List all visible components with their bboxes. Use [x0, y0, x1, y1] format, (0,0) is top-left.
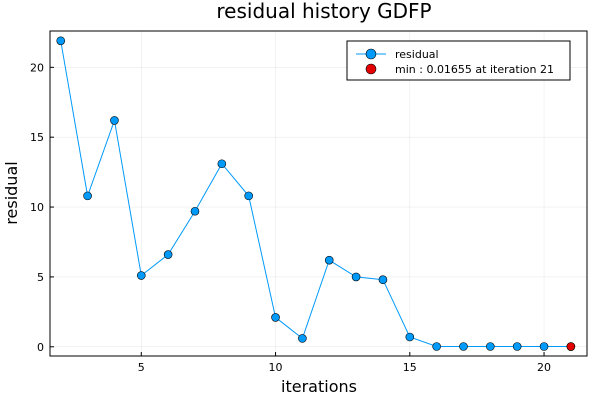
residual-point	[459, 342, 468, 351]
residual-point	[163, 250, 173, 259]
y-tick-label: 20	[30, 61, 44, 74]
legend-box	[346, 40, 571, 81]
residual-point	[217, 159, 227, 169]
x-tick-label: 20	[537, 361, 551, 374]
y-axis-label: residual	[2, 161, 21, 224]
x-tick-label: 15	[403, 361, 417, 374]
residual-point	[512, 342, 522, 351]
legend-marker-residual	[365, 48, 377, 60]
residual-point	[378, 275, 388, 285]
x-axis-ticks: 5 10 15 20	[138, 352, 551, 374]
residual-point	[244, 191, 253, 201]
residual-point	[486, 342, 495, 351]
y-tick-label: 5	[37, 271, 44, 284]
legend-marker-min	[365, 63, 377, 75]
y-tick-label: 10	[30, 201, 44, 214]
legend-label-min: min : 0.01655 at iteration 21	[395, 63, 554, 76]
legend-label-residual: residual	[395, 48, 439, 61]
residual-point	[271, 313, 280, 322]
residual-point	[432, 342, 441, 351]
y-tick-label: 15	[30, 131, 44, 144]
residual-point	[136, 271, 146, 280]
residual-series-line	[60, 40, 571, 348]
residual-point	[351, 272, 361, 282]
series-layer	[56, 36, 576, 351]
chart-title: residual history GDFP	[216, 0, 431, 23]
residual-point	[324, 255, 334, 265]
y-axis-ticks: 0 5 10 15 20	[30, 61, 54, 354]
x-axis-label: iterations	[281, 377, 357, 396]
min-point	[566, 342, 576, 351]
residual-point	[83, 191, 92, 201]
residual-point	[539, 342, 549, 351]
plot-frame	[49, 30, 588, 357]
residual-point	[405, 332, 415, 342]
residual-point	[190, 206, 200, 216]
x-tick-label: 5	[138, 361, 145, 374]
residual-point	[56, 36, 66, 46]
x-tick-label: 10	[269, 361, 283, 374]
legend: residual min : 0.01655 at iteration 21	[346, 40, 571, 81]
y-tick-label: 0	[37, 341, 44, 354]
residual-point	[110, 116, 119, 125]
residual-point	[298, 334, 307, 343]
